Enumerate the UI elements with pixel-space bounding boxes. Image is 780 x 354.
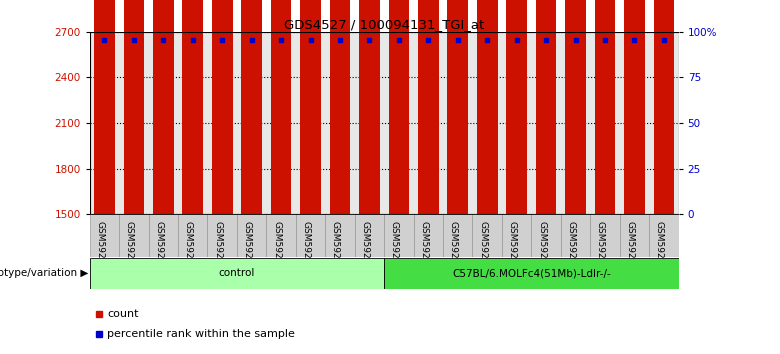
Text: GSM592109: GSM592109 xyxy=(184,221,193,275)
Bar xyxy=(330,0,350,214)
Bar xyxy=(536,0,556,214)
Bar xyxy=(473,214,502,257)
Text: GSM592107: GSM592107 xyxy=(125,221,134,275)
Bar xyxy=(267,214,296,257)
Bar xyxy=(94,0,115,214)
Text: GSM592111: GSM592111 xyxy=(243,221,252,275)
Text: control: control xyxy=(218,268,255,279)
Bar xyxy=(413,214,443,257)
Text: percentile rank within the sample: percentile rank within the sample xyxy=(108,329,296,339)
Bar xyxy=(502,214,531,257)
Text: C57BL/6.MOLFc4(51Mb)-Ldlr-/-: C57BL/6.MOLFc4(51Mb)-Ldlr-/- xyxy=(452,268,611,279)
Bar xyxy=(443,214,473,257)
Text: GSM592108: GSM592108 xyxy=(154,221,163,275)
Text: GSM592118: GSM592118 xyxy=(448,221,458,275)
Bar xyxy=(296,214,325,257)
Text: GSM592119: GSM592119 xyxy=(478,221,488,275)
Bar xyxy=(123,0,144,214)
Bar xyxy=(590,214,620,257)
Text: count: count xyxy=(108,309,139,319)
Bar xyxy=(300,0,321,214)
Bar xyxy=(624,0,645,214)
Bar xyxy=(271,0,292,214)
Bar xyxy=(90,258,384,289)
Bar xyxy=(448,0,468,214)
Bar xyxy=(241,0,262,214)
Text: GSM592112: GSM592112 xyxy=(272,221,281,275)
Bar xyxy=(148,214,178,257)
Bar xyxy=(594,0,615,214)
Text: GSM592122: GSM592122 xyxy=(566,221,576,275)
Bar xyxy=(418,0,438,214)
Title: GDS4527 / 100094131_TGI_at: GDS4527 / 100094131_TGI_at xyxy=(284,18,484,31)
Text: genotype/variation ▶: genotype/variation ▶ xyxy=(0,268,88,279)
Bar xyxy=(566,0,586,214)
Bar xyxy=(649,214,679,257)
Text: GSM592114: GSM592114 xyxy=(331,221,340,275)
Bar xyxy=(355,214,384,257)
Bar xyxy=(531,214,561,257)
Bar xyxy=(183,0,203,214)
Text: GSM592110: GSM592110 xyxy=(213,221,222,275)
Bar xyxy=(237,214,267,257)
Bar xyxy=(385,214,413,257)
Bar xyxy=(388,0,410,214)
Text: GSM592123: GSM592123 xyxy=(596,221,605,275)
Text: GSM592124: GSM592124 xyxy=(626,221,634,275)
Text: GSM592117: GSM592117 xyxy=(420,221,428,275)
Text: GSM592106: GSM592106 xyxy=(95,221,105,275)
Bar xyxy=(561,214,590,257)
Bar xyxy=(212,0,232,214)
Bar xyxy=(477,0,498,214)
Bar xyxy=(207,214,237,257)
Text: GSM592113: GSM592113 xyxy=(302,221,310,275)
Text: GSM592115: GSM592115 xyxy=(360,221,370,275)
Bar xyxy=(620,214,649,257)
Bar xyxy=(506,0,527,214)
Bar xyxy=(325,214,355,257)
Text: GSM592120: GSM592120 xyxy=(508,221,516,275)
Bar xyxy=(153,0,174,214)
Bar xyxy=(654,0,674,214)
Bar xyxy=(359,0,380,214)
Bar xyxy=(119,214,148,257)
Bar xyxy=(385,258,679,289)
Bar xyxy=(90,214,119,257)
Text: GSM592116: GSM592116 xyxy=(390,221,399,275)
Text: GSM592125: GSM592125 xyxy=(655,221,664,275)
Text: GSM592121: GSM592121 xyxy=(537,221,546,275)
Bar xyxy=(178,214,207,257)
